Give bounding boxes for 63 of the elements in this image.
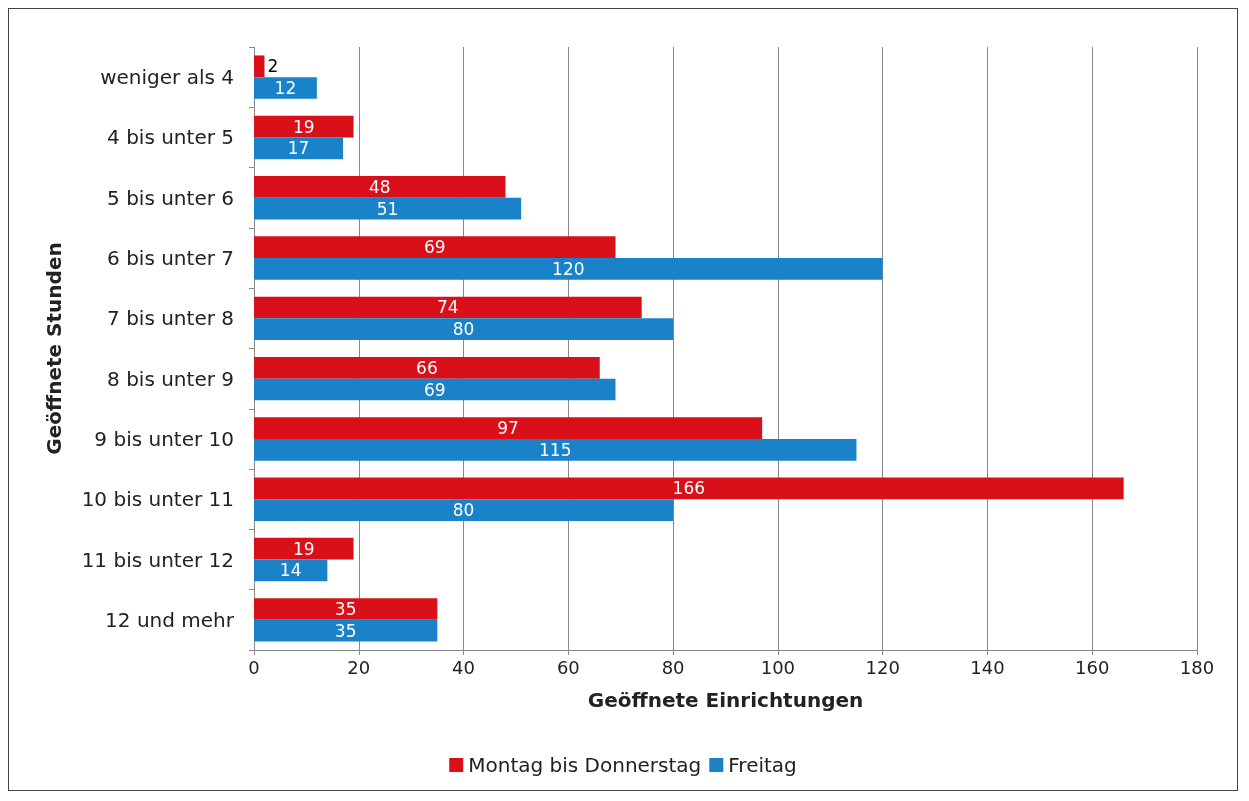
data-label: 74 — [437, 297, 459, 318]
bar — [254, 197, 522, 220]
data-label: 14 — [279, 560, 302, 581]
x-axis-title: Geöffnete Einrichtungen — [587, 688, 864, 712]
bar — [254, 176, 506, 198]
data-label: 19 — [292, 538, 315, 559]
data-label: 120 — [552, 258, 585, 279]
data-label: 80 — [452, 319, 475, 340]
y-tick-label: 10 bis unter 11 — [81, 487, 234, 512]
x-tick-label: 40 — [452, 656, 476, 678]
data-label: 51 — [376, 198, 399, 219]
bar — [254, 356, 600, 379]
data-label: 2 — [267, 56, 279, 77]
y-tick-label: 11 bis unter 12 — [81, 547, 234, 572]
bar — [254, 55, 265, 78]
data-label: 12 — [274, 78, 297, 98]
bar — [254, 417, 763, 439]
y-tick-label: 6 bis unter 7 — [107, 246, 234, 271]
data-label: 17 — [287, 138, 310, 159]
bar — [254, 378, 616, 401]
y-tick-label: 12 und mehr — [105, 607, 235, 632]
data-label: 97 — [497, 418, 519, 439]
bar — [254, 115, 354, 138]
data-label: 69 — [423, 379, 446, 400]
data-label: 19 — [292, 116, 315, 137]
x-tick-label: 60 — [556, 656, 580, 678]
legend-label: Montag bis Donnerstag — [468, 753, 702, 777]
y-tick-label: 9 bis unter 10 — [94, 426, 234, 451]
x-tick-label: 160 — [1075, 656, 1110, 678]
bar — [254, 598, 438, 620]
bar — [254, 258, 883, 280]
bar — [254, 318, 674, 341]
bar — [254, 236, 616, 259]
bar — [254, 477, 1124, 500]
data-label: 80 — [452, 500, 475, 521]
bar — [254, 77, 317, 99]
data-label: 35 — [334, 599, 357, 619]
bar — [254, 499, 674, 521]
x-tick-label: 0 — [248, 656, 260, 678]
data-label: 48 — [368, 176, 391, 197]
legend-label: Freitag — [728, 753, 797, 777]
bar — [254, 137, 344, 160]
data-label: 166 — [672, 478, 706, 499]
y-tick-label: 7 bis unter 8 — [107, 306, 234, 331]
y-tick-label: 8 bis unter 9 — [107, 366, 234, 391]
x-tick-label: 120 — [865, 656, 900, 678]
x-tick-label: 20 — [347, 656, 371, 678]
x-tick-label: 180 — [1179, 656, 1215, 678]
bar — [254, 296, 642, 319]
data-label: 35 — [334, 620, 357, 641]
data-label: 115 — [539, 439, 572, 460]
data-label: 66 — [416, 357, 438, 378]
x-tick-label: 140 — [970, 656, 1005, 678]
y-tick-label: 4 bis unter 5 — [107, 125, 234, 150]
data-label: 69 — [423, 237, 446, 258]
y-tick-label: 5 bis unter 6 — [107, 185, 234, 210]
bar — [254, 537, 354, 560]
bar — [254, 438, 857, 461]
x-tick-label: 100 — [760, 656, 796, 678]
bar — [254, 619, 438, 642]
y-tick-label: weniger als 4 — [100, 65, 234, 90]
y-axis-title: Geöffnete Stunden — [42, 242, 66, 455]
x-tick-label: 80 — [661, 656, 685, 678]
